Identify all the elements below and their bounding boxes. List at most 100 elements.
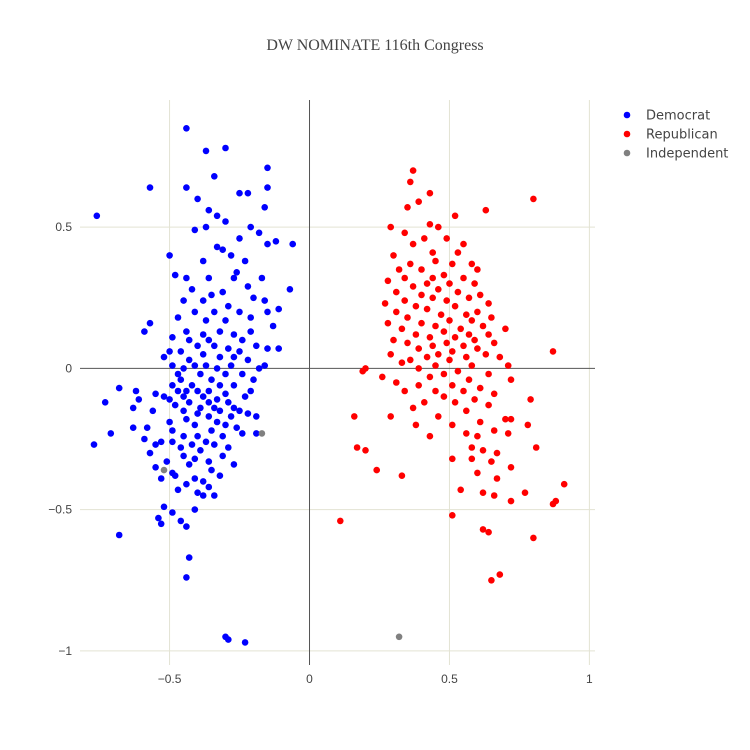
- data-point: [180, 432, 187, 440]
- data-point: [205, 458, 213, 465]
- data-point: [194, 489, 201, 497]
- data-point: [219, 246, 226, 253]
- data-point: [504, 430, 512, 437]
- data-point: [507, 415, 515, 423]
- data-point: [460, 240, 467, 248]
- data-point: [225, 444, 232, 451]
- data-point: [160, 503, 168, 511]
- data-point: [236, 189, 243, 197]
- data-point: [222, 390, 229, 398]
- data-point: [101, 399, 109, 406]
- data-point: [463, 353, 470, 361]
- data-point: [429, 342, 437, 350]
- data-point: [409, 404, 417, 412]
- data-point: [205, 206, 213, 214]
- data-point: [407, 356, 414, 364]
- data-point: [244, 410, 252, 417]
- data-point: [474, 345, 481, 352]
- data-point: [208, 376, 215, 384]
- data-point: [183, 387, 190, 395]
- data-point: [169, 438, 176, 446]
- data-point: [412, 421, 420, 429]
- data-point: [177, 517, 185, 525]
- data-point: [502, 325, 509, 333]
- data-point: [471, 336, 478, 344]
- data-point: [241, 393, 249, 400]
- data-point: [183, 480, 190, 488]
- legend[interactable]: Democrat Republican Independent: [623, 109, 729, 162]
- data-point: [169, 509, 176, 516]
- data-point: [213, 243, 221, 251]
- data-point: [129, 424, 137, 432]
- data-point: [233, 424, 240, 432]
- data-point: [460, 274, 467, 282]
- data-point: [252, 413, 260, 420]
- data-point: [169, 362, 176, 369]
- data-point: [191, 506, 199, 513]
- data-point: [460, 342, 467, 350]
- grid-lines: [80, 100, 595, 665]
- data-point: [191, 362, 199, 369]
- data-point: [449, 421, 456, 429]
- data-point: [239, 430, 246, 437]
- data-point: [390, 252, 397, 259]
- data-point: [225, 399, 232, 406]
- data-point: [275, 345, 283, 352]
- data-point: [401, 274, 409, 282]
- data-point: [211, 173, 218, 180]
- data-point: [129, 404, 137, 412]
- legend-item-republican[interactable]: Republican: [623, 128, 718, 143]
- data-point: [202, 147, 210, 155]
- data-point: [152, 390, 159, 398]
- data-point: [393, 308, 400, 316]
- data-point: [381, 300, 389, 307]
- series-democrat: [90, 125, 297, 646]
- data-point: [415, 382, 423, 389]
- data-point: [152, 441, 159, 448]
- data-point: [244, 189, 252, 197]
- data-point: [163, 458, 171, 465]
- data-point: [432, 322, 439, 330]
- data-point: [169, 334, 176, 341]
- data-point: [244, 283, 252, 290]
- data-point: [474, 266, 481, 273]
- data-point: [507, 376, 515, 384]
- data-point: [171, 271, 179, 279]
- data-point: [197, 404, 204, 412]
- data-point: [353, 444, 361, 451]
- data-point: [183, 415, 190, 423]
- y-tick-label: −1: [58, 644, 72, 658]
- data-point: [460, 387, 467, 395]
- data-point: [264, 164, 271, 172]
- data-point: [490, 339, 498, 347]
- data-point: [199, 257, 207, 265]
- legend-item-independent[interactable]: Independent: [623, 147, 729, 162]
- data-point: [446, 317, 453, 324]
- data-point: [423, 280, 431, 287]
- data-point: [180, 407, 187, 415]
- data-point: [219, 432, 226, 440]
- data-point: [465, 376, 473, 384]
- data-point: [261, 204, 269, 211]
- data-point: [398, 472, 406, 480]
- data-point: [188, 286, 196, 293]
- legend-item-democrat[interactable]: Democrat: [623, 109, 710, 124]
- data-point: [208, 291, 215, 299]
- data-point: [530, 195, 537, 203]
- data-point: [183, 574, 190, 581]
- data-point: [222, 218, 229, 225]
- data-point: [409, 167, 417, 174]
- legend-label: Independent: [646, 147, 728, 162]
- data-point: [230, 353, 238, 361]
- legend-marker: [623, 130, 631, 138]
- data-point: [474, 308, 481, 316]
- data-point: [488, 314, 495, 321]
- data-point: [485, 370, 492, 378]
- data-point: [437, 311, 445, 319]
- data-point: [261, 297, 269, 304]
- data-point: [476, 291, 484, 299]
- data-point: [171, 472, 179, 480]
- data-point: [132, 387, 140, 395]
- data-point: [185, 399, 193, 406]
- data-point: [449, 348, 456, 355]
